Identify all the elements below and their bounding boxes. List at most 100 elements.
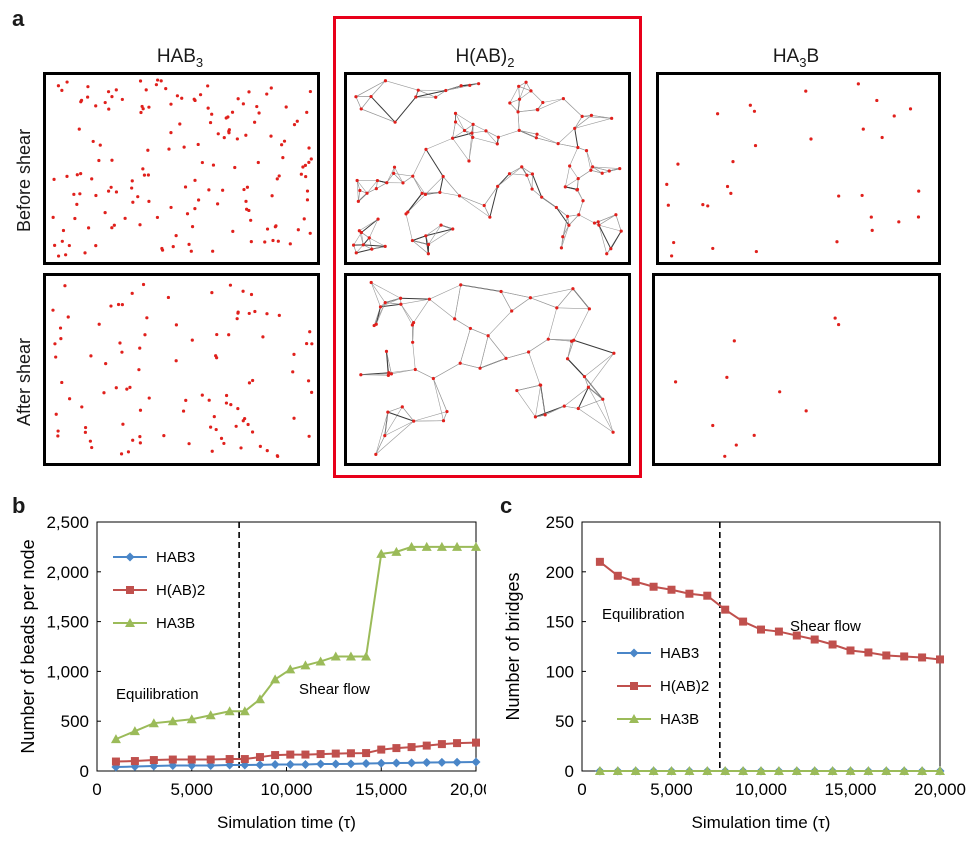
bridge-bond [526, 175, 533, 190]
node-dot [611, 430, 615, 434]
node-dot [53, 342, 57, 346]
bridge-bond [584, 376, 604, 400]
bridge-bond [375, 306, 381, 325]
data-point [186, 714, 197, 724]
bridge-bond [572, 288, 590, 310]
bridge-bond [366, 188, 377, 194]
data-point [129, 726, 140, 736]
data-point [422, 741, 431, 750]
node-dot [529, 89, 533, 93]
bridge-bond [565, 178, 579, 188]
node-dot [183, 185, 188, 189]
node-dot [155, 215, 160, 220]
node-dot [164, 87, 168, 91]
node-dot [51, 215, 55, 219]
data-point [594, 766, 605, 775]
node-dot [116, 302, 121, 307]
node-dot [577, 213, 581, 217]
chart-beads-per-node: 0 5,000 10,000 15,000 20,000 0 500 1,000 1,500 2,… [18, 513, 486, 832]
node-dot [56, 84, 61, 88]
node-dot [496, 184, 500, 188]
node-dot [424, 234, 428, 238]
node-dot [567, 223, 571, 227]
node-dot [56, 434, 60, 438]
bridge-bond [356, 180, 359, 202]
node-dot [504, 356, 508, 360]
bridge-bond [412, 240, 429, 254]
node-dot [247, 90, 251, 94]
bridge-bond [598, 214, 617, 226]
bridge-bond [592, 166, 620, 169]
bridge-bond [370, 80, 386, 97]
bridge-bond [556, 307, 590, 310]
bridge-bond [485, 130, 499, 138]
node-dot [837, 194, 841, 198]
node-dot [147, 105, 151, 109]
node-dot [383, 79, 388, 83]
bridge-bond [479, 335, 489, 369]
data-point [130, 757, 139, 766]
node-dot [207, 398, 211, 402]
node-dot [86, 226, 91, 230]
node-dot [185, 212, 190, 216]
node-dot [534, 136, 538, 140]
bridge-bond [405, 193, 423, 215]
node-dot [253, 120, 257, 124]
node-dot [359, 373, 363, 377]
node-dot [106, 189, 111, 193]
node-dot [256, 160, 260, 165]
node-dot [715, 112, 720, 116]
bridge-bond [567, 358, 585, 377]
node-dot [517, 97, 522, 101]
bridge-bond [487, 335, 507, 359]
node-dot [459, 283, 463, 287]
node-dot [265, 227, 270, 231]
data-point [827, 766, 838, 775]
node-dot [137, 368, 141, 372]
node-dot [91, 139, 95, 144]
bridge-bond [574, 128, 579, 148]
node-dot [573, 126, 577, 130]
node-dot [281, 155, 285, 160]
data-point [225, 755, 234, 764]
node-dot [90, 445, 94, 450]
node-dot [524, 80, 528, 84]
node-dot [196, 142, 200, 147]
bridge-bond [519, 130, 538, 135]
node-dot [356, 199, 360, 203]
node-dot [249, 292, 254, 297]
node-dot [120, 97, 124, 102]
node-dot [540, 195, 544, 199]
node-dot [147, 396, 151, 400]
bridge-bond [464, 124, 474, 131]
node-dot [131, 438, 135, 442]
node-dot [244, 133, 248, 137]
bridge-bond [519, 82, 527, 100]
node-dot [457, 194, 462, 198]
node-dot [488, 215, 492, 219]
data-point [316, 750, 325, 759]
data-point [613, 571, 622, 580]
node-dot [247, 381, 252, 385]
data-point [649, 582, 658, 591]
bridge-bond [360, 96, 372, 110]
bridge-bond [548, 338, 574, 341]
series-line [115, 545, 476, 741]
node-dot [305, 198, 310, 202]
node-dot [180, 96, 184, 100]
node-dot [411, 174, 415, 178]
node-dot [120, 303, 124, 307]
node-dot [410, 238, 415, 243]
node-dot [143, 333, 147, 337]
bridge-bond [425, 149, 444, 177]
bridge-bond [573, 339, 615, 354]
data-point [739, 617, 748, 626]
data-point [111, 757, 120, 766]
bridge-bond [393, 173, 413, 177]
data-point [437, 740, 446, 749]
bridge-bond [518, 86, 520, 100]
node-dot [711, 423, 715, 428]
node-dot [269, 86, 273, 90]
column-title-hab3: HAB3 [156, 46, 204, 70]
bridge-bond [574, 115, 592, 129]
